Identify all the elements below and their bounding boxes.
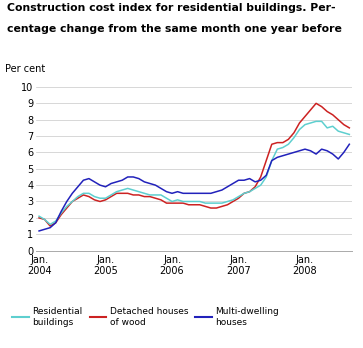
Text: centage change from the same month one year before: centage change from the same month one y…	[7, 24, 342, 34]
Text: Construction cost index for residential buildings. Per-: Construction cost index for residential …	[7, 3, 336, 14]
Legend: Residential
buildings, Detached houses
of wood, Multi-dwelling
houses: Residential buildings, Detached houses o…	[12, 307, 279, 327]
Text: Per cent: Per cent	[5, 64, 45, 74]
